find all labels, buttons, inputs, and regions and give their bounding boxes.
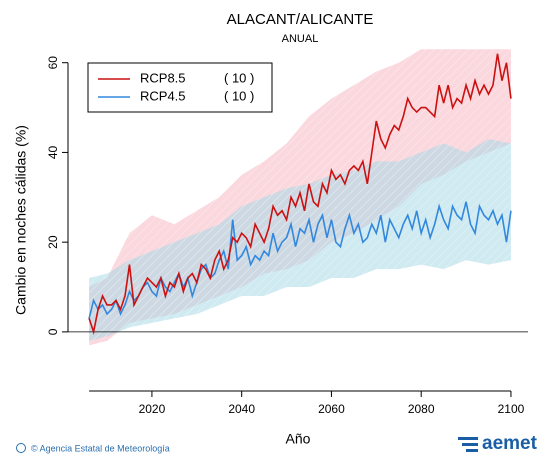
legend-label: RCP4.5 — [140, 88, 186, 103]
legend-box — [87, 62, 273, 113]
footer-icon — [16, 443, 26, 453]
x-tick-label: 2040 — [228, 402, 255, 416]
chart-title: ALACANT/ALICANTE — [227, 11, 374, 28]
legend-count: ( 10 ) — [224, 88, 254, 103]
plot-area — [68, 49, 528, 346]
x-tick-label: 2080 — [408, 402, 435, 416]
x-tick-label: 2060 — [318, 402, 345, 416]
x-tick-label: 2100 — [498, 402, 525, 416]
y-axis-label: Cambio en noches cálidas (%) — [13, 125, 29, 315]
legend-count: ( 10 ) — [224, 70, 254, 85]
logo-mark — [458, 437, 478, 452]
logo: aemet — [482, 433, 538, 454]
y-tick-label: 20 — [46, 235, 60, 249]
x-axis-label: Año — [286, 431, 311, 447]
legend-label: RCP8.5 — [140, 70, 186, 85]
y-tick-label: 40 — [46, 145, 60, 159]
series-line — [88, 53, 512, 336]
footer: © Agencia Estatal de Meteorología — [31, 443, 170, 453]
chart-subtitle: ANUAL — [282, 33, 319, 45]
x-tick-label: 2020 — [139, 402, 166, 416]
y-tick-label: 60 — [46, 56, 60, 70]
series-line — [88, 201, 512, 319]
y-tick-label: 0 — [46, 328, 60, 335]
